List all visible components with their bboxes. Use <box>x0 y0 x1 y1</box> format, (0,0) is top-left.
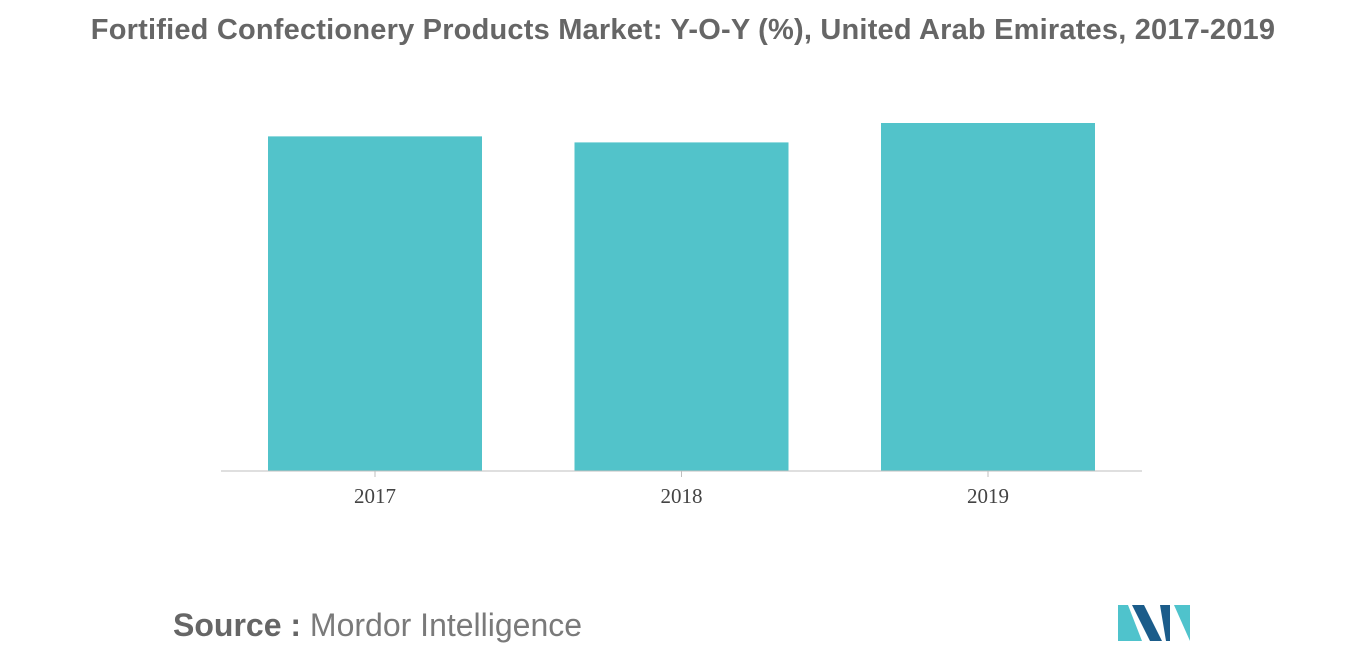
bars-group <box>268 123 1095 471</box>
logo-shape-right-dark <box>1160 605 1170 641</box>
source-value: Mordor Intelligence <box>309 607 583 643</box>
bar-2019 <box>881 123 1095 471</box>
logo-shape-right-light <box>1174 605 1190 641</box>
mordor-intelligence-logo-icon <box>1118 605 1190 641</box>
tick-label-2018: 2018 <box>661 484 703 508</box>
source-label: Source : <box>173 607 302 643</box>
logo-shape-middle <box>1132 605 1162 641</box>
tick-label-2017: 2017 <box>354 484 396 508</box>
chart-title: Fortified Confectionery Products Market:… <box>90 14 1276 46</box>
source-attribution: Source : Mordor Intelligence <box>173 607 582 644</box>
bar-2017 <box>268 136 482 471</box>
bar-chart: 2017 2018 2019 <box>221 123 1142 508</box>
bar-2018 <box>574 142 789 471</box>
logo-shape-left <box>1118 605 1142 641</box>
tick-label-2019: 2019 <box>967 484 1009 508</box>
x-axis-ticks: 2017 2018 2019 <box>354 471 1009 508</box>
